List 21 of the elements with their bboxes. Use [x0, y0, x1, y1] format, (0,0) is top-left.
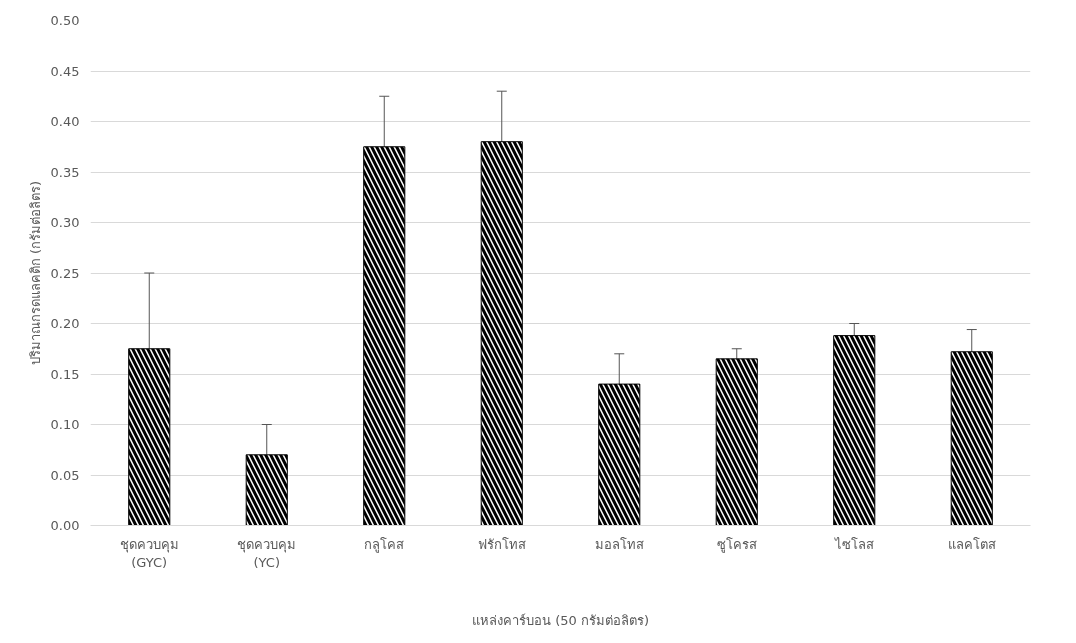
x-tick-label: ชุดควบคุม (YC) [237, 536, 297, 570]
y-tick-label: 0.20 [50, 316, 80, 331]
x-tick-label: ซูโครส [716, 536, 757, 553]
y-tick-label: 0.25 [50, 265, 80, 281]
x-tick-label: แลคโตส [947, 536, 996, 552]
x-tick-label: ชุดควบคุม (GYC) [119, 536, 179, 570]
y-tick-label: 0.00 [50, 518, 80, 533]
x-tick-label: กลูโคส [364, 536, 405, 553]
x-axis-title: แหล่งคาร์บอน (50 กรัมต่อลิตร) [472, 612, 649, 628]
y-tick-label: 0.30 [50, 215, 80, 230]
x-tick-label: ไซโลส [833, 536, 874, 552]
y-tick-label: 0.45 [50, 63, 80, 79]
y-tick-label: 0.15 [50, 366, 80, 382]
y-tick-label: 0.35 [50, 164, 80, 180]
y-tick-label: 0.50 [50, 13, 80, 28]
x-tick-label: มอลโทส [594, 536, 644, 552]
y-axis-title: ปริมาณกรดแลคติก (กรัมต่อลิตร) [27, 180, 43, 366]
y-tick-label: 0.05 [50, 467, 80, 483]
y-tick-label: 0.10 [50, 417, 80, 432]
y-tick-label: 0.40 [50, 114, 80, 129]
x-tick-label: ฟรักโทส [477, 536, 526, 552]
